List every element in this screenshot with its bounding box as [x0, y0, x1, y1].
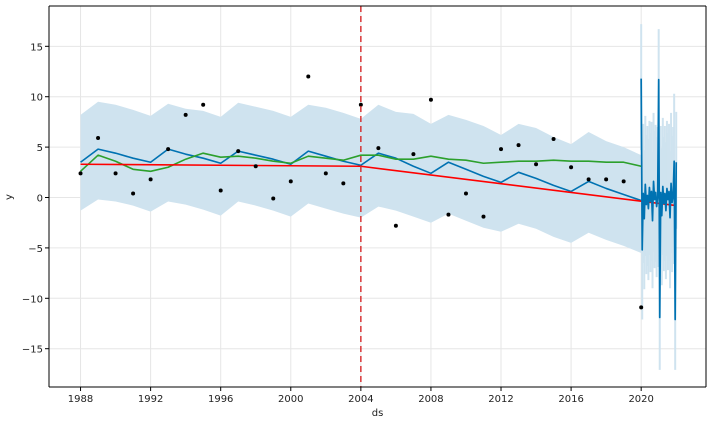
observed-point [113, 171, 118, 176]
observed-point [481, 214, 486, 219]
y-tick-label: 5 [37, 143, 43, 154]
x-tick-label: 1988 [68, 394, 93, 405]
observed-point [288, 179, 293, 184]
observed-point [341, 181, 346, 186]
y-axis-label: y [4, 194, 15, 200]
observed-point [183, 112, 188, 117]
observed-point [639, 305, 644, 310]
observed-point [236, 149, 241, 154]
y-tick-label: 0 [37, 194, 43, 205]
x-tick-label: 2016 [558, 394, 583, 405]
x-tick-label: 2004 [348, 394, 373, 405]
y-tick-label: −15 [22, 345, 43, 356]
observed-point [516, 143, 521, 148]
observed-point [306, 74, 311, 79]
observed-point [621, 179, 626, 184]
observed-point [499, 147, 504, 152]
observed-point [78, 171, 83, 176]
x-tick-label: 2012 [488, 394, 513, 405]
observed-point [218, 188, 223, 193]
observed-point [96, 136, 101, 141]
y-tick-label: 10 [30, 93, 43, 104]
observed-point [253, 164, 258, 169]
observed-point [131, 191, 136, 196]
observed-point [148, 177, 153, 182]
observed-point [271, 196, 276, 201]
observed-point [358, 102, 363, 107]
y-tick-label: −5 [28, 244, 43, 255]
observed-point [551, 137, 556, 142]
observed-point [463, 191, 468, 196]
observed-point [534, 162, 539, 167]
observed-point [166, 147, 171, 152]
x-axis-label: ds [372, 408, 384, 419]
observed-point [586, 177, 591, 182]
axis-layer [48, 5, 707, 388]
forecast-line [80, 148, 642, 202]
observed-point-layer [78, 74, 644, 310]
x-tick-label: 1992 [138, 394, 163, 405]
tick-label-layer: 1988 1992 1996 2000 2004 2008 2012 2016 2020 −15 −… [22, 42, 654, 405]
y-tick-label: 15 [30, 42, 43, 53]
x-tick-label: 2020 [628, 394, 653, 405]
forecast-oscillation-line [640, 78, 678, 321]
x-tick-label: 2008 [418, 394, 443, 405]
observed-point [376, 146, 381, 151]
observed-point [428, 97, 433, 102]
observed-point [411, 152, 416, 157]
observed-point [201, 102, 206, 107]
observed-point [323, 171, 328, 176]
observed-point [393, 223, 398, 228]
observed-point [569, 165, 574, 170]
x-tick-label: 2000 [278, 394, 303, 405]
observed-point [446, 212, 451, 217]
y-tick-label: −10 [22, 294, 43, 305]
x-tick-label: 1996 [208, 394, 233, 405]
observed-point [604, 177, 609, 182]
